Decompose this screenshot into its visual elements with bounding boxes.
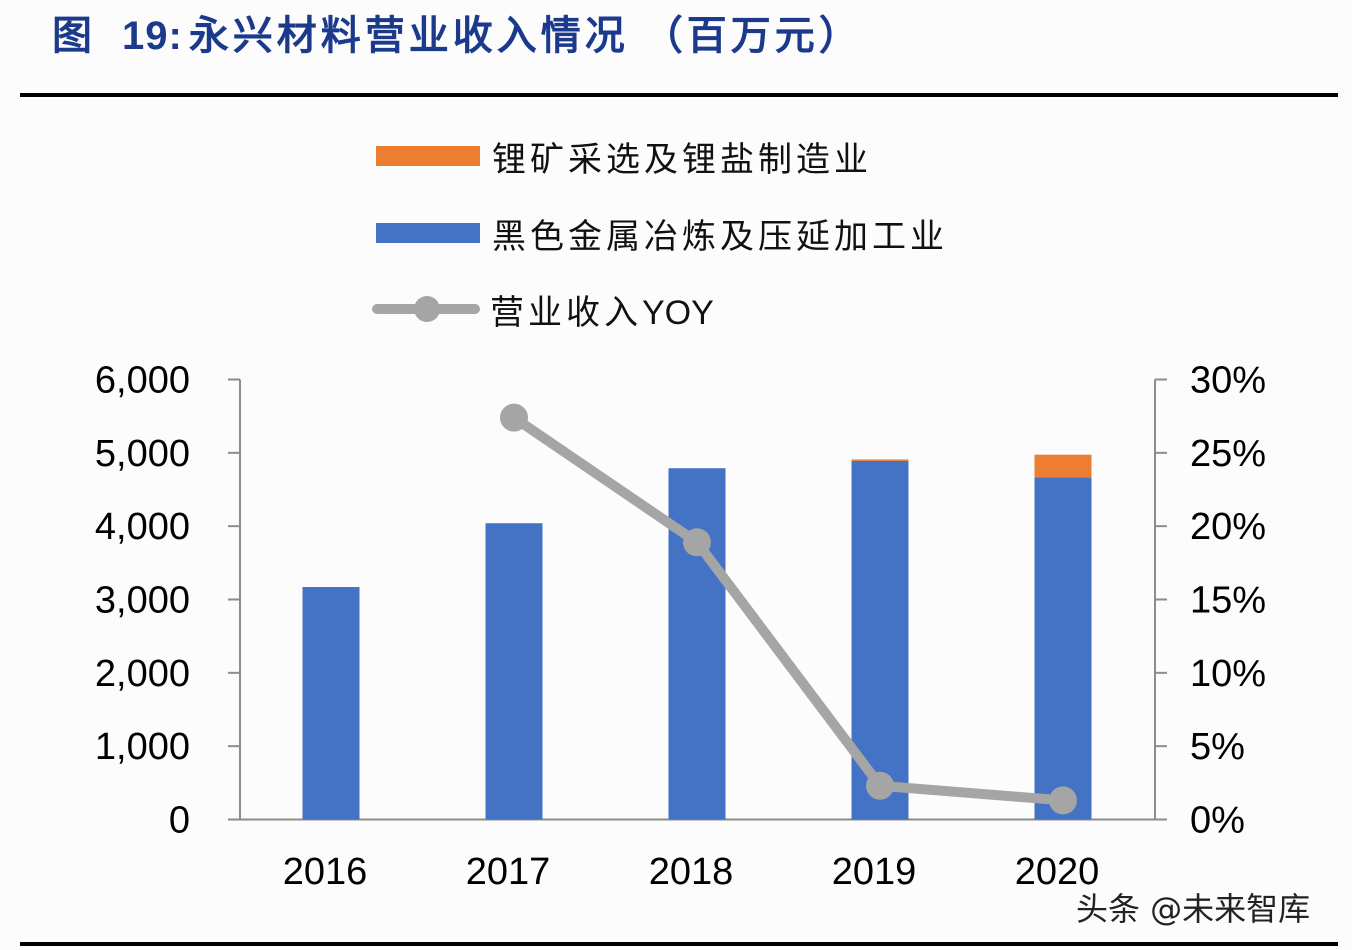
left-tick-label: 1,000 (95, 726, 190, 768)
title-text: 永兴材料营业收入情况 (188, 13, 629, 59)
yoy-point (866, 771, 894, 800)
left-tick-label: 4,000 (95, 506, 190, 548)
bar-ferrous (485, 523, 543, 820)
left-tick-label: 3,000 (95, 580, 190, 622)
bar-ferrous (302, 587, 360, 820)
yoy-point (683, 528, 711, 557)
bar-ferrous (1034, 477, 1092, 820)
x-tick-label: 2020 (1015, 851, 1100, 893)
right-tick-label: 5% (1190, 726, 1245, 768)
right-tick-label: 25% (1190, 433, 1266, 475)
bottom-rule (20, 942, 1338, 946)
figure-label: 图 (52, 13, 96, 59)
watermark: 头条 @未来智库 (1076, 890, 1311, 928)
title-unit: （百万元） (642, 13, 863, 59)
left-tick-label: 2,000 (95, 653, 190, 695)
right-tick-label: 10% (1190, 653, 1266, 695)
legend-line-marker-icon (372, 294, 480, 324)
yoy-point (500, 403, 528, 432)
left-tick-label: 0 (169, 800, 190, 842)
legend-label: 营业收入YOY (490, 292, 714, 333)
bar-lithium (851, 459, 909, 461)
legend-item-ferrous: 黑色金属冶炼及压延加工业 (376, 208, 948, 258)
legend-label: 锂矿采选及锂盐制造业 (492, 139, 872, 180)
right-tick-label: 20% (1190, 506, 1266, 548)
bar-ferrous (668, 468, 726, 820)
right-tick-label: 0% (1190, 800, 1245, 842)
figure-title: 图 19: 永兴材料营业收入情况 （百万元） (52, 6, 863, 66)
x-tick-label: 2017 (466, 851, 551, 893)
yoy-point (1049, 786, 1077, 815)
x-tick-label: 2019 (832, 851, 917, 893)
legend-swatch-blue (376, 223, 480, 243)
x-tick-label: 2018 (649, 851, 734, 893)
legend-swatch-orange (376, 146, 480, 166)
left-tick-label: 6,000 (95, 360, 190, 402)
axis-labels: 0 1,000 2,000 3,000 4,000 5,000 6,000 0% 5% 10% 15… (95, 360, 1266, 894)
x-tick-label: 2016 (283, 851, 368, 893)
legend-item-lithium: 锂矿采选及锂盐制造业 (376, 131, 872, 181)
bars (302, 454, 1092, 820)
left-tick-label: 5,000 (95, 433, 190, 475)
figure-number: 19: (122, 14, 183, 58)
yoy-line (500, 403, 1077, 815)
legend-item-yoy: 营业收入YOY (372, 284, 714, 334)
bar-lithium (1034, 454, 1092, 478)
legend-label: 黑色金属冶炼及压延加工业 (492, 216, 948, 257)
right-tick-label: 30% (1190, 360, 1266, 402)
yoy-polyline (509, 412, 1068, 806)
right-tick-label: 15% (1190, 580, 1266, 622)
top-rule (20, 93, 1338, 97)
